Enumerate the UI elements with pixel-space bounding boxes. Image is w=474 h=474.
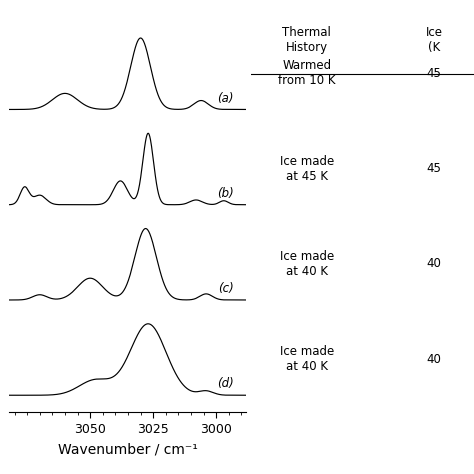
Text: Ice
(K: Ice (K xyxy=(425,26,442,54)
Text: Ice made
at 45 K: Ice made at 45 K xyxy=(280,155,334,182)
Text: Warmed
from 10 K: Warmed from 10 K xyxy=(278,59,336,87)
Text: Ice made
at 40 K: Ice made at 40 K xyxy=(280,250,334,278)
Text: Ice made
at 40 K: Ice made at 40 K xyxy=(280,345,334,373)
Text: (b): (b) xyxy=(217,187,234,200)
Text: (d): (d) xyxy=(217,377,234,390)
Text: Thermal
History: Thermal History xyxy=(283,26,331,54)
Text: 45: 45 xyxy=(427,67,441,80)
Text: (a): (a) xyxy=(218,91,234,105)
Text: (c): (c) xyxy=(218,282,234,295)
Text: 40: 40 xyxy=(427,257,441,270)
Text: 40: 40 xyxy=(427,353,441,365)
X-axis label: Wavenumber / cm⁻¹: Wavenumber / cm⁻¹ xyxy=(58,443,198,457)
Text: 45: 45 xyxy=(427,162,441,175)
